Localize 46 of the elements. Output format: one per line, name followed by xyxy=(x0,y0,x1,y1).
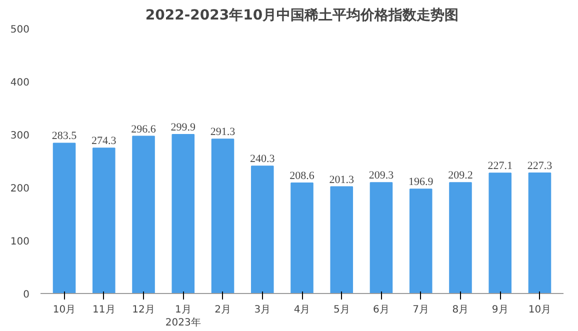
data-label: 296.6 xyxy=(131,123,156,136)
x-tick-label: 2月 xyxy=(214,304,231,316)
x-tick-label: 3月 xyxy=(254,304,271,316)
data-label: 240.3 xyxy=(250,153,276,166)
y-tick-label: 200 xyxy=(10,184,30,194)
x-tick-label: 11月 xyxy=(92,304,116,316)
bar xyxy=(172,134,195,294)
data-label: 208.6 xyxy=(290,170,315,182)
data-label: 209.2 xyxy=(448,170,473,182)
bar xyxy=(92,148,116,294)
y-tick-label: 0 xyxy=(23,290,30,300)
x-tick-label: 12月 xyxy=(132,304,155,316)
bar xyxy=(290,182,314,294)
data-label: 209.3 xyxy=(368,170,394,182)
y-tick-label: 100 xyxy=(10,236,30,248)
x-tick-label: 1月 2023年 xyxy=(165,304,201,329)
y-tick-label: 500 xyxy=(10,24,30,36)
data-label: 201.3 xyxy=(329,174,354,186)
bar xyxy=(132,136,155,294)
x-tick-label: 10月 xyxy=(52,304,76,316)
bar xyxy=(409,188,432,294)
bar xyxy=(488,172,512,294)
data-label: 291.3 xyxy=(210,126,236,138)
x-tick-label: 5月 xyxy=(333,304,350,316)
data-label: 283.5 xyxy=(52,130,78,142)
data-label: 227.1 xyxy=(488,160,512,172)
bar xyxy=(449,182,472,294)
bar xyxy=(211,138,234,294)
data-label: 196.9 xyxy=(408,176,434,188)
y-tick-label: 300 xyxy=(10,130,30,142)
data-label: 227.3 xyxy=(527,160,553,172)
x-tick-label: 10月 xyxy=(528,304,552,316)
bar xyxy=(528,172,552,294)
bar xyxy=(330,186,354,294)
data-label: 299.9 xyxy=(170,122,196,134)
x-tick-label: 4月 xyxy=(294,304,310,316)
x-tick-label: 8月 xyxy=(452,304,469,316)
x-tick-label: 6月 xyxy=(373,304,390,316)
bar xyxy=(52,142,76,294)
bar xyxy=(250,166,274,294)
chart-title: 2022-2023年10月中国稀土平均价格指数走势图 xyxy=(145,8,459,24)
data-label: 274.3 xyxy=(92,135,117,148)
x-tick-label: 9月 xyxy=(492,304,508,316)
bar xyxy=(370,182,393,294)
x-tick-label: 7月 xyxy=(412,304,430,316)
y-tick-label: 400 xyxy=(10,78,30,88)
